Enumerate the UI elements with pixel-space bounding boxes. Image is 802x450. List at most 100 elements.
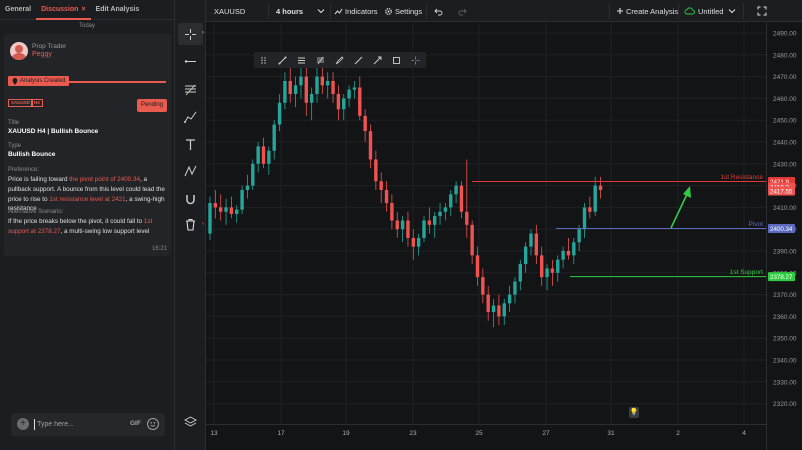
- price-label-text: 2378.27: [770, 274, 793, 281]
- candle-body: [331, 80, 335, 95]
- tab-general[interactable]: General: [5, 5, 32, 13]
- price-label-bg: [768, 223, 795, 233]
- candle: [213, 189, 218, 219]
- candle-body: [267, 150, 271, 164]
- measure-tool[interactable]: [178, 160, 203, 182]
- candle-body: [523, 246, 528, 265]
- drag-handle[interactable]: [254, 52, 273, 68]
- candle-body: [550, 268, 555, 273]
- settings-button[interactable]: Settings: [384, 0, 422, 22]
- candle-body: [229, 207, 234, 214]
- tab-edit-analysis[interactable]: Edit Analysis: [95, 5, 140, 13]
- message-time: 16:21: [151, 246, 167, 252]
- layers-tool[interactable]: [178, 411, 203, 433]
- horizontal-ray-icon: [184, 59, 196, 63]
- candle-body: [272, 124, 276, 151]
- collapse-chevron-icon[interactable]: ‹: [202, 221, 204, 227]
- gif-button[interactable]: GIF: [130, 420, 141, 427]
- candle: [347, 85, 351, 108]
- drag-dots-icon: [261, 56, 266, 64]
- redo-button[interactable]: [458, 0, 467, 22]
- delete-drawings-tool[interactable]: [178, 213, 203, 235]
- trendline-tool[interactable]: [178, 50, 203, 72]
- price-tick: 2350.00: [773, 336, 797, 343]
- floating-drawing-toolbar: [254, 52, 426, 68]
- price-axis[interactable]: 2320.00 2330.00 2340.00 2350.00 2360.00 2370.…: [766, 22, 802, 450]
- fullscreen-button[interactable]: [757, 0, 767, 22]
- draw-ray-button[interactable]: [368, 52, 387, 68]
- panel-tabs: General Discussion × Edit Analysis: [0, 0, 174, 20]
- price-tick: 2470.00: [773, 74, 797, 81]
- divider: [743, 3, 744, 19]
- draw-channel-button[interactable]: [311, 52, 330, 68]
- preference-text-part: Price is failing toward: [8, 176, 70, 183]
- candle: [572, 237, 576, 265]
- lightbulb-icon[interactable]: 💡: [629, 407, 639, 418]
- user-name[interactable]: Peggy: [32, 51, 52, 58]
- candle: [459, 181, 464, 219]
- fib-tool[interactable]: [178, 78, 203, 100]
- candle: [309, 87, 314, 121]
- candle-body: [443, 207, 448, 212]
- candle-body: [475, 255, 480, 278]
- candlestick-chart[interactable]: 1st Resistance Pivot 1st Support: [206, 22, 766, 424]
- time-axis[interactable]: 13 17 19 23 25 27 31 2 4: [206, 424, 766, 439]
- candle-body: [438, 211, 442, 217]
- draw-rectangle-button[interactable]: [387, 52, 406, 68]
- candle-body: [406, 220, 410, 238]
- avatar[interactable]: [10, 42, 28, 60]
- expand-chevron-icon[interactable]: ›: [202, 30, 204, 36]
- message-input[interactable]: [37, 418, 127, 431]
- symbol-selector[interactable]: XAUUSD: [214, 6, 246, 16]
- draw-fib-button[interactable]: [292, 52, 311, 68]
- tab-discussion[interactable]: Discussion ×: [36, 0, 91, 20]
- candle: [470, 220, 474, 265]
- candle: [299, 63, 303, 99]
- candle-body: [320, 76, 325, 86]
- pending-badge[interactable]: Pending: [136, 99, 167, 112]
- crosshair-tool[interactable]: [178, 23, 203, 45]
- time-tick: 19: [342, 430, 350, 437]
- candle: [293, 76, 298, 108]
- candle-body: [572, 242, 576, 256]
- undo-button[interactable]: [434, 0, 443, 22]
- divider: [268, 3, 269, 19]
- plus-icon[interactable]: +: [17, 418, 29, 430]
- indicators-button[interactable]: Indicators: [334, 0, 378, 22]
- magnet-tool[interactable]: [178, 188, 203, 210]
- candle: [422, 216, 426, 243]
- draw-line-button[interactable]: [349, 52, 368, 68]
- candle: [315, 67, 319, 103]
- candle-body: [593, 185, 597, 212]
- candle: [224, 198, 228, 225]
- candle: [363, 109, 367, 142]
- candle: [507, 285, 512, 313]
- candle-body: [347, 89, 351, 99]
- create-analysis-button[interactable]: Create Analysis: [616, 0, 678, 22]
- alternative-label: Alternative Scenario:: [8, 209, 64, 215]
- candle-body: [459, 185, 464, 212]
- layout-name-selector[interactable]: Untitled: [684, 0, 736, 22]
- candle-body: [491, 305, 496, 313]
- divider: [609, 3, 610, 19]
- indicators-icon: [334, 8, 343, 14]
- candle-body: [326, 80, 330, 86]
- emoji-icon[interactable]: [147, 418, 159, 430]
- price-chart[interactable]: 1st Resistance Pivot 1st Support: [206, 22, 766, 439]
- candle-body: [251, 163, 255, 186]
- draw-trendline-button[interactable]: [273, 52, 292, 68]
- time-tick: 25: [475, 430, 483, 437]
- price-label: 2417.55: [768, 186, 795, 196]
- text-tool[interactable]: [178, 133, 203, 155]
- timeframe-selector[interactable]: 4 hours: [276, 0, 325, 22]
- pattern-tool[interactable]: [178, 106, 203, 128]
- candle: [411, 229, 415, 260]
- draw-crosshair-button[interactable]: [406, 52, 425, 68]
- close-icon[interactable]: ×: [81, 5, 86, 13]
- candle-body: [352, 87, 357, 90]
- magnet-icon: [186, 194, 195, 204]
- layers-icon: [184, 415, 197, 427]
- candle-body: [304, 76, 308, 103]
- draw-brush-button[interactable]: [330, 52, 349, 68]
